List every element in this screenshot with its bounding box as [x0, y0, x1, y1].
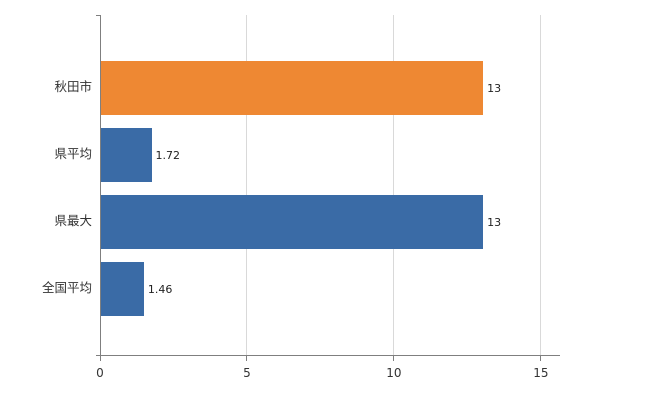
- value-label-秋田市: 13: [487, 82, 502, 95]
- x-axis-tick-5: [246, 356, 248, 361]
- x-tick-label-15: 15: [533, 366, 549, 380]
- x-axis-tick-15: [540, 356, 542, 361]
- gridline-x-5: [246, 15, 248, 355]
- x-axis: [100, 355, 560, 356]
- x-axis-tick-0: [99, 356, 101, 361]
- category-label-全国平均: 全国平均: [41, 280, 92, 295]
- category-label-県最大: 県最大: [54, 213, 92, 228]
- category-label-秋田市: 秋田市: [54, 79, 92, 94]
- x-tick-label-5: 5: [243, 366, 251, 380]
- x-axis-tick-10: [393, 356, 395, 361]
- gridline-x-15: [540, 15, 542, 355]
- value-label-県最大: 13: [487, 216, 502, 229]
- bar-全国平均: [101, 262, 144, 316]
- bar-秋田市: [101, 61, 484, 115]
- y-axis-tick-0: [96, 15, 100, 16]
- gridline-x-10: [393, 15, 395, 355]
- y-axis: [100, 15, 101, 356]
- value-label-県平均: 1.72: [155, 149, 181, 162]
- category-label-県平均: 県平均: [54, 146, 92, 161]
- y-axis-tick-1: [96, 355, 100, 356]
- x-tick-label-10: 10: [386, 366, 402, 380]
- bar-県平均: [101, 128, 152, 182]
- x-tick-label-0: 0: [96, 366, 104, 380]
- bar-県最大: [101, 195, 484, 249]
- value-label-全国平均: 1.46: [147, 283, 173, 296]
